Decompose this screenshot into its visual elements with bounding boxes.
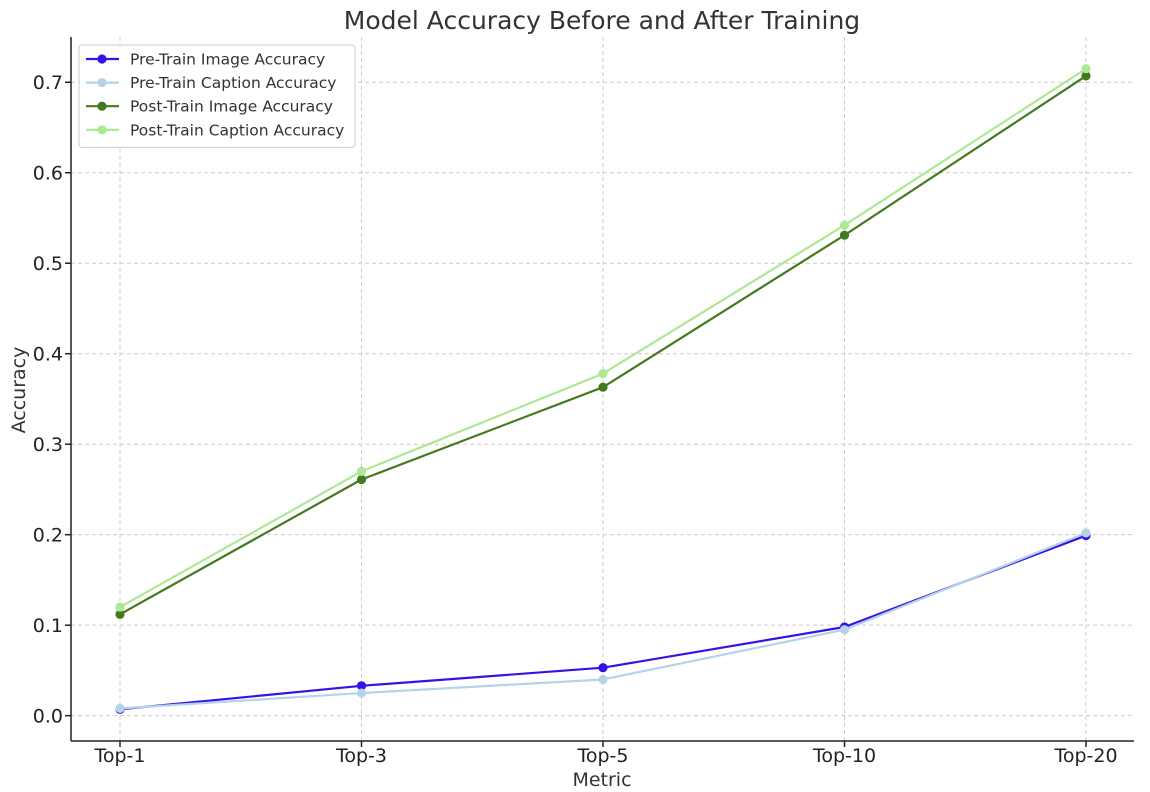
x-tick-label: Top-3	[335, 745, 387, 767]
y-tick-label: 0.1	[33, 615, 63, 637]
y-tick-label: 0.7	[33, 72, 63, 94]
legend-label: Pre-Train Caption Accuracy	[130, 74, 336, 92]
data-point	[839, 625, 850, 635]
data-point	[356, 474, 367, 485]
ticks: Top-1 Top-3 Top-5 Top-10 Top-20 0.0 0.1 0.2 0.3 0…	[33, 72, 1118, 767]
x-tick-label: Top-20	[1053, 745, 1117, 767]
y-tick-label: 0.6	[33, 163, 63, 185]
legend-item: Post-Train Caption Accuracy	[86, 121, 344, 139]
legend-swatch-marker	[97, 54, 107, 64]
legend: Pre-Train Image Accuracy Pre-Train Captio…	[78, 44, 356, 148]
data-point	[839, 230, 850, 240]
legend-item: Pre-Train Image Accuracy	[86, 51, 325, 69]
data-point	[1081, 64, 1091, 74]
y-tick-label: 0.2	[33, 525, 63, 547]
data-point	[598, 663, 608, 673]
x-axis-label: Metric	[572, 769, 631, 791]
data-point	[356, 681, 367, 691]
legend-item: Post-Train Image Accuracy	[86, 98, 333, 116]
series-2	[115, 528, 1091, 714]
data-point	[356, 466, 367, 476]
legend-swatch-marker	[97, 78, 107, 88]
data-point	[115, 609, 125, 619]
legend-swatch-marker	[97, 125, 107, 135]
legend-label: Post-Train Image Accuracy	[130, 98, 333, 116]
y-tick-label: 0.4	[33, 344, 63, 366]
y-axis-label: Accuracy	[8, 347, 30, 434]
x-tick-label: Top-5	[576, 745, 628, 767]
data-point	[356, 688, 367, 698]
series-4	[115, 64, 1091, 612]
legend-label: Pre-Train Image Accuracy	[130, 51, 325, 69]
y-tick-label: 0.0	[33, 706, 63, 728]
legend-swatch-marker	[97, 101, 107, 111]
y-tick-label: 0.5	[33, 253, 63, 275]
data-point	[115, 602, 125, 612]
data-point	[115, 703, 125, 714]
series-3	[115, 71, 1091, 619]
data-point	[839, 220, 850, 230]
legend-label: Post-Train Caption Accuracy	[130, 121, 344, 139]
x-tick-label: Top-10	[812, 745, 876, 767]
data-point	[598, 674, 608, 685]
series	[115, 64, 1091, 714]
chart-title: Model Accuracy Before and After Training	[344, 6, 860, 35]
legend-item: Pre-Train Caption Accuracy	[86, 74, 336, 92]
y-tick-label: 0.3	[33, 434, 63, 456]
data-point	[598, 369, 608, 379]
data-point	[598, 382, 608, 392]
data-point	[1081, 71, 1091, 81]
x-tick-label: Top-1	[93, 745, 145, 767]
data-point	[1081, 528, 1091, 538]
legend-box	[78, 44, 356, 148]
